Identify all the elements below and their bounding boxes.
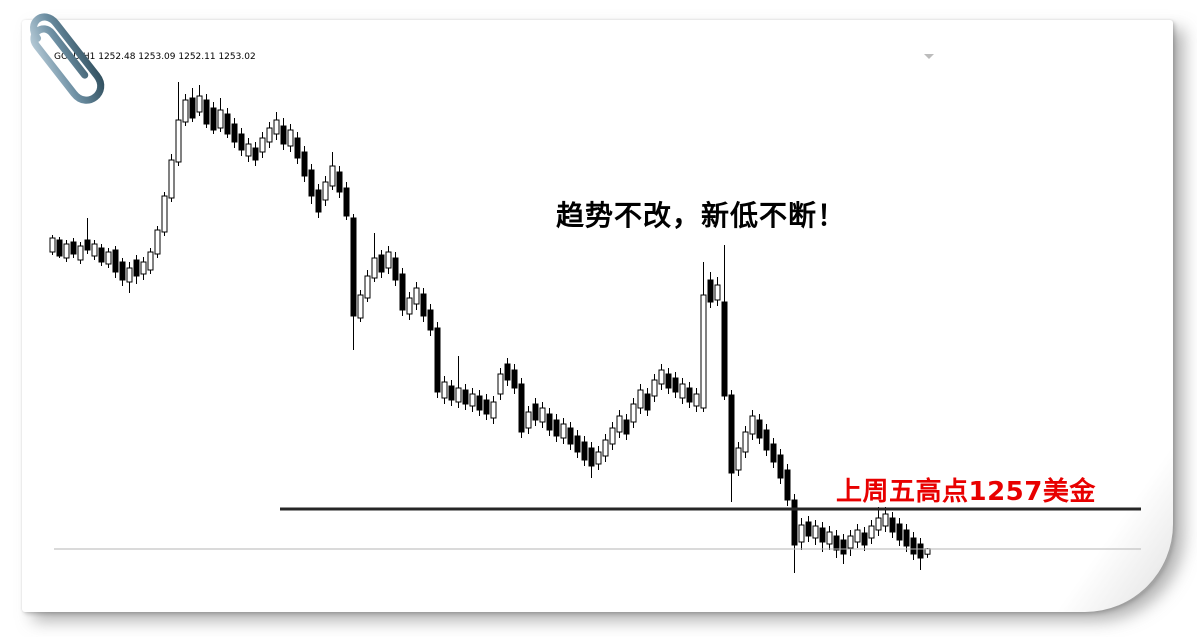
chart-headline: 趋势不改，新低不断！ [556,199,847,232]
page-curl [1053,412,1173,612]
chart-shift-icon [924,54,934,59]
chart-page [22,20,1173,612]
paperclip-icon [30,13,105,104]
ticker-quote: GOLD,H1 1252.48 1253.09 1252.11 1253.02 [54,52,256,62]
resistance-label: 上周五高点1257美金 [836,477,1096,507]
